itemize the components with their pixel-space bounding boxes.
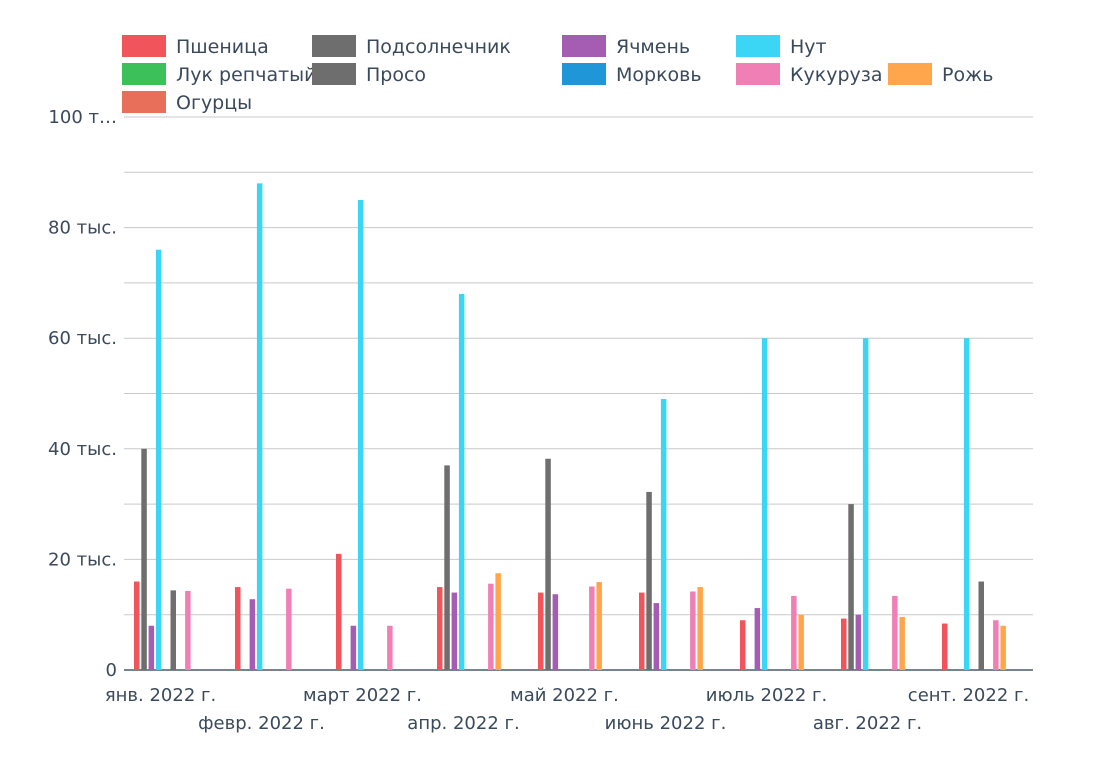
y-tick-label: 60 тыс.: [48, 328, 117, 349]
bar: [754, 608, 761, 670]
y-axis: 0 20 тыс. 40 тыс. 60 тыс. 80 тыс. 100 т…: [48, 107, 117, 681]
bar: [855, 614, 862, 670]
legend-item: Подсолнечник: [312, 35, 511, 58]
bar: [596, 582, 602, 670]
bar: [690, 591, 696, 670]
legend-swatch: [122, 91, 166, 113]
bar: [488, 583, 494, 670]
bar: [892, 595, 898, 670]
bar: [697, 587, 703, 670]
bar: [589, 586, 595, 670]
legend-item: Пшеница: [122, 35, 269, 58]
y-tick-label: 100 т…: [48, 107, 117, 128]
bar: [993, 620, 999, 670]
x-tick-label: июнь 2022 г.: [605, 713, 727, 734]
bar: [134, 581, 140, 670]
bar: [740, 620, 746, 670]
legend-item: Просо: [312, 63, 426, 86]
x-tick-label: авг. 2022 г.: [813, 713, 922, 734]
bar: [437, 587, 443, 670]
legend-label: Нут: [790, 36, 827, 58]
bar: [286, 588, 292, 670]
bar: [942, 623, 948, 670]
bar: [646, 491, 652, 670]
bar: [141, 448, 147, 670]
bar: [798, 614, 804, 670]
bar: [963, 338, 970, 670]
bar: [451, 592, 458, 670]
bar: [791, 595, 797, 670]
legend-swatch: [888, 63, 932, 85]
bar: [841, 618, 847, 670]
bar: [350, 625, 357, 670]
legend-label: Лук репчатый: [176, 64, 317, 86]
legend-swatch: [562, 63, 606, 85]
bar: [538, 592, 544, 670]
legend-item: Нут: [736, 35, 827, 58]
legend-label: Подсолнечник: [366, 36, 511, 58]
legend-label: Рожь: [942, 64, 993, 86]
x-axis: янв. 2022 г. февр. 2022 г. март 2022 г. апр…: [105, 685, 1029, 734]
legend: Пшеница Подсолнечник Ячмень Нут Лук репчатый…: [122, 35, 993, 114]
bar: [170, 590, 176, 670]
y-tick-label: 80 тыс.: [48, 218, 117, 239]
legend-swatch: [122, 63, 166, 85]
legend-item: Морковь: [562, 63, 702, 86]
bar: [545, 458, 551, 670]
bar: [1000, 625, 1006, 670]
bar: [155, 249, 162, 670]
bar: [660, 399, 667, 670]
bar: [336, 553, 342, 670]
grid: [124, 116, 1033, 671]
bar: [848, 504, 854, 670]
legend-swatch: [312, 35, 356, 57]
bar: [235, 587, 241, 670]
x-tick-label: март 2022 г.: [303, 685, 422, 706]
legend-item: Огурцы: [122, 91, 252, 114]
legend-swatch: [122, 35, 166, 57]
bar: [639, 592, 645, 670]
y-tick-label: 0: [106, 660, 117, 681]
legend-label: Просо: [366, 64, 426, 86]
legend-swatch: [312, 63, 356, 85]
bar: [357, 199, 364, 670]
bar: [148, 625, 155, 670]
legend-label: Морковь: [616, 64, 702, 86]
legend-item: Ячмень: [562, 35, 690, 58]
bar: [761, 338, 768, 670]
bars: [134, 183, 1006, 671]
x-tick-label: май 2022 г.: [510, 685, 619, 706]
bar: [862, 338, 869, 670]
legend-label: Огурцы: [176, 92, 252, 114]
legend-item: Кукуруза: [736, 63, 883, 86]
bar: [653, 603, 660, 670]
legend-swatch: [736, 35, 780, 57]
x-tick-label: янв. 2022 г.: [105, 685, 216, 706]
bar: [256, 183, 263, 671]
y-tick-label: 40 тыс.: [48, 439, 117, 460]
x-tick-label: февр. 2022 г.: [198, 713, 325, 734]
legend-swatch: [562, 35, 606, 57]
x-tick-label: апр. 2022 г.: [407, 713, 519, 734]
bar: [249, 599, 256, 670]
bar: [495, 573, 501, 670]
bar: [387, 625, 393, 670]
legend-label: Пшеница: [176, 36, 269, 58]
bar: [552, 594, 559, 670]
bar: [185, 590, 191, 670]
legend-label: Кукуруза: [790, 64, 883, 86]
bar: [444, 465, 450, 670]
legend-swatch: [736, 63, 780, 85]
legend-item: Рожь: [888, 63, 993, 86]
x-tick-label: июль 2022 г.: [706, 685, 827, 706]
x-tick-label: сент. 2022 г.: [908, 685, 1029, 706]
bar: [978, 581, 984, 670]
y-tick-label: 20 тыс.: [48, 549, 117, 570]
legend-label: Ячмень: [616, 36, 690, 58]
bar: [899, 616, 905, 670]
legend-item: Лук репчатый: [122, 63, 317, 86]
bar: [458, 293, 465, 670]
